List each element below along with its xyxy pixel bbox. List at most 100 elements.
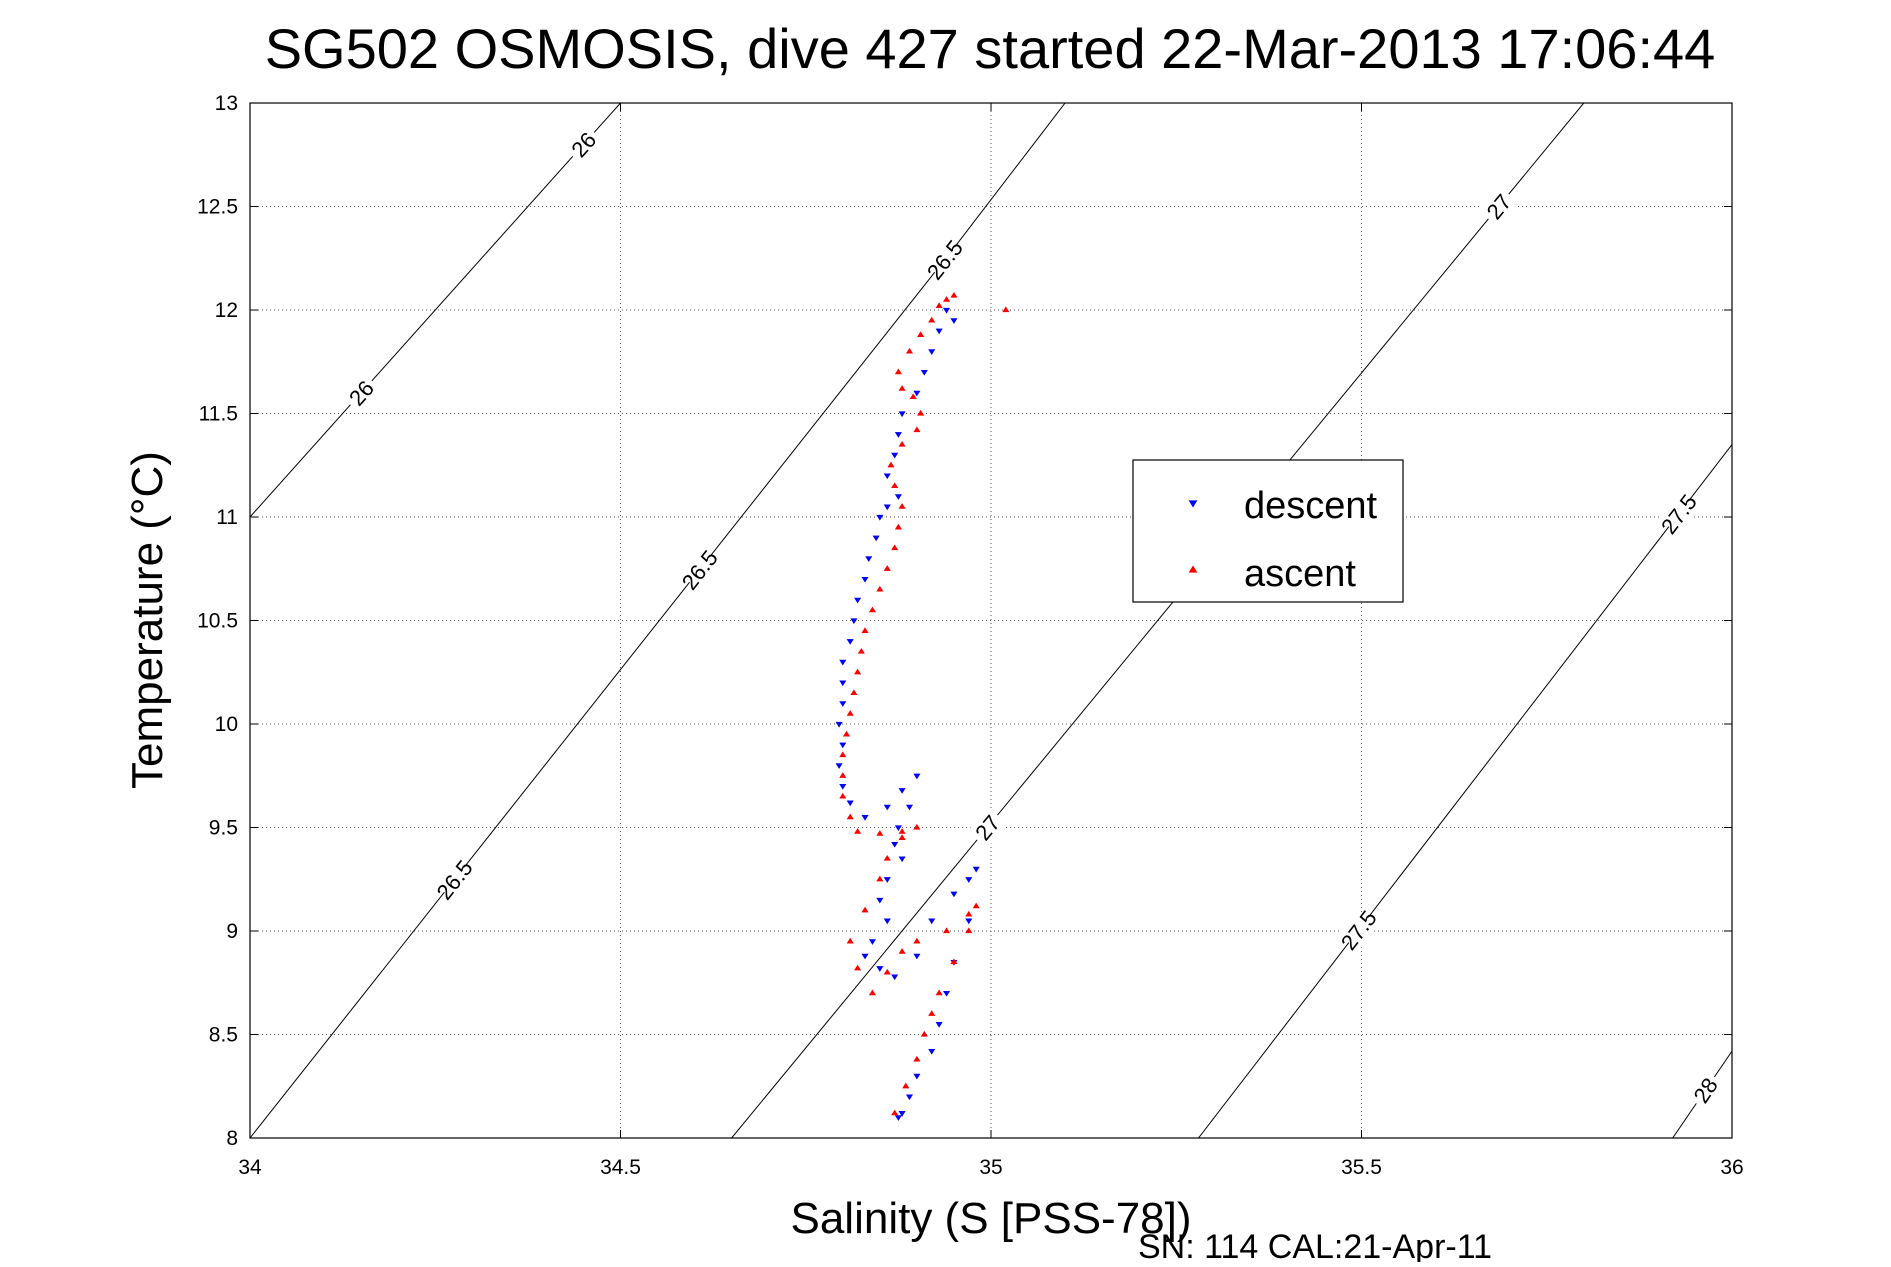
density-label-bg bbox=[340, 372, 382, 414]
data-point-ascent bbox=[846, 937, 854, 944]
data-point-ascent bbox=[891, 544, 899, 551]
data-point-descent bbox=[883, 918, 891, 925]
data-point-ascent bbox=[898, 948, 906, 954]
data-point-ascent bbox=[913, 426, 921, 433]
data-point-descent bbox=[935, 328, 943, 335]
data-point-descent bbox=[891, 974, 899, 981]
chart-title: SG502 OSMOSIS, dive 427 started 22-Mar-2… bbox=[265, 17, 1716, 80]
data-point-ascent bbox=[883, 565, 891, 571]
y-tick-label: 9 bbox=[226, 920, 238, 943]
data-point-ascent bbox=[928, 316, 936, 323]
data-point-ascent bbox=[898, 503, 906, 509]
data-point-ascent bbox=[935, 302, 943, 308]
data-point-ascent bbox=[876, 875, 884, 882]
data-point-ascent bbox=[1002, 306, 1010, 313]
data-point-ascent bbox=[965, 927, 973, 934]
data-point-ascent bbox=[887, 461, 895, 468]
data-point-descent bbox=[894, 825, 902, 832]
y-tick-label: 12 bbox=[215, 299, 238, 322]
data-point-ascent bbox=[942, 927, 951, 934]
data-point-ascent bbox=[894, 368, 902, 375]
data-point-ascent bbox=[898, 834, 906, 840]
density-label-bg bbox=[924, 239, 965, 281]
data-point-ascent bbox=[942, 296, 951, 302]
data-point-ascent bbox=[917, 409, 925, 416]
data-point-descent bbox=[861, 953, 869, 960]
data-point-descent bbox=[883, 504, 891, 511]
data-point-ascent bbox=[846, 813, 854, 820]
data-point-descent bbox=[942, 307, 951, 314]
data-point-descent bbox=[898, 856, 906, 863]
data-point-descent bbox=[891, 452, 899, 459]
data-point-descent bbox=[839, 659, 847, 666]
data-point-descent bbox=[928, 918, 936, 925]
data-point-ascent bbox=[839, 772, 847, 778]
data-point-ascent bbox=[883, 968, 891, 975]
density-contour-label: 26.5 bbox=[677, 545, 723, 594]
data-point-descent bbox=[894, 1115, 902, 1121]
data-point-descent bbox=[935, 1022, 943, 1028]
data-point-ascent bbox=[898, 385, 906, 391]
x-tick-label: 35 bbox=[979, 1156, 1002, 1179]
density-contour-label: 28 bbox=[1688, 1073, 1722, 1107]
density-label-bg bbox=[434, 859, 475, 901]
y-tick-label: 10 bbox=[215, 713, 238, 736]
data-point-descent bbox=[865, 556, 873, 562]
data-point-ascent bbox=[839, 751, 847, 758]
data-point-descent bbox=[883, 473, 891, 480]
density-contour-label: 27 bbox=[1482, 189, 1517, 224]
data-point-ascent bbox=[898, 828, 906, 834]
data-point-descent bbox=[850, 618, 858, 625]
data-point-descent bbox=[868, 939, 876, 945]
legend-box bbox=[1132, 459, 1404, 603]
x-axis-ticks: 34 34.5 35 35.5 36 bbox=[238, 103, 1744, 1179]
data-point-descent bbox=[965, 918, 973, 925]
data-point-descent bbox=[898, 788, 906, 794]
density-contours bbox=[250, 103, 1732, 1138]
data-point-descent bbox=[876, 897, 884, 904]
legend-label-ascent: ascent bbox=[1244, 553, 1356, 595]
data-point-descent bbox=[861, 577, 869, 583]
data-point-ascent bbox=[965, 910, 973, 917]
data-point-ascent bbox=[857, 647, 865, 654]
data-point-descent bbox=[942, 991, 951, 997]
density-contour-line bbox=[250, 103, 621, 518]
data-point-ascent bbox=[850, 689, 858, 696]
data-point-descent bbox=[913, 1073, 921, 1080]
density-label-bg bbox=[1658, 493, 1699, 535]
data-point-ascent bbox=[868, 989, 876, 996]
data-point-descent bbox=[898, 411, 906, 418]
data-point-ascent bbox=[935, 989, 943, 996]
data-point-ascent bbox=[854, 964, 862, 971]
data-point-descent bbox=[928, 349, 936, 355]
data-point-descent bbox=[846, 800, 854, 807]
density-contour-line bbox=[731, 103, 1585, 1138]
data-point-ascent bbox=[861, 906, 869, 913]
data-point-descent bbox=[883, 877, 891, 883]
y-tick-label: 13 bbox=[215, 92, 238, 115]
data-point-descent bbox=[891, 841, 899, 848]
data-point-ascent bbox=[905, 347, 914, 354]
y-tick-label: 11 bbox=[216, 506, 238, 529]
data-point-ascent bbox=[950, 291, 958, 298]
density-contour-label: 27 bbox=[970, 810, 1005, 845]
x-tick-label: 34 bbox=[238, 1156, 262, 1179]
legend-marker-ascent bbox=[1188, 565, 1198, 573]
data-point-ascent bbox=[928, 1010, 936, 1016]
data-point-descent bbox=[872, 535, 880, 542]
data-points bbox=[835, 291, 1010, 1121]
data-point-descent bbox=[913, 773, 921, 780]
axes-box bbox=[249, 102, 1733, 1139]
data-point-ascent bbox=[854, 668, 862, 675]
density-label-bg bbox=[1685, 1069, 1726, 1111]
data-point-ascent bbox=[913, 1055, 921, 1062]
data-point-ascent bbox=[842, 730, 851, 737]
y-tick-label: 12.5 bbox=[197, 196, 238, 219]
data-point-descent bbox=[913, 953, 921, 960]
data-point-descent bbox=[861, 815, 869, 821]
data-point-descent bbox=[835, 721, 843, 728]
data-point-ascent bbox=[876, 585, 884, 592]
x-tick-label: 34.5 bbox=[600, 1156, 641, 1179]
data-point-ascent bbox=[876, 830, 884, 836]
data-point-ascent bbox=[839, 792, 847, 799]
